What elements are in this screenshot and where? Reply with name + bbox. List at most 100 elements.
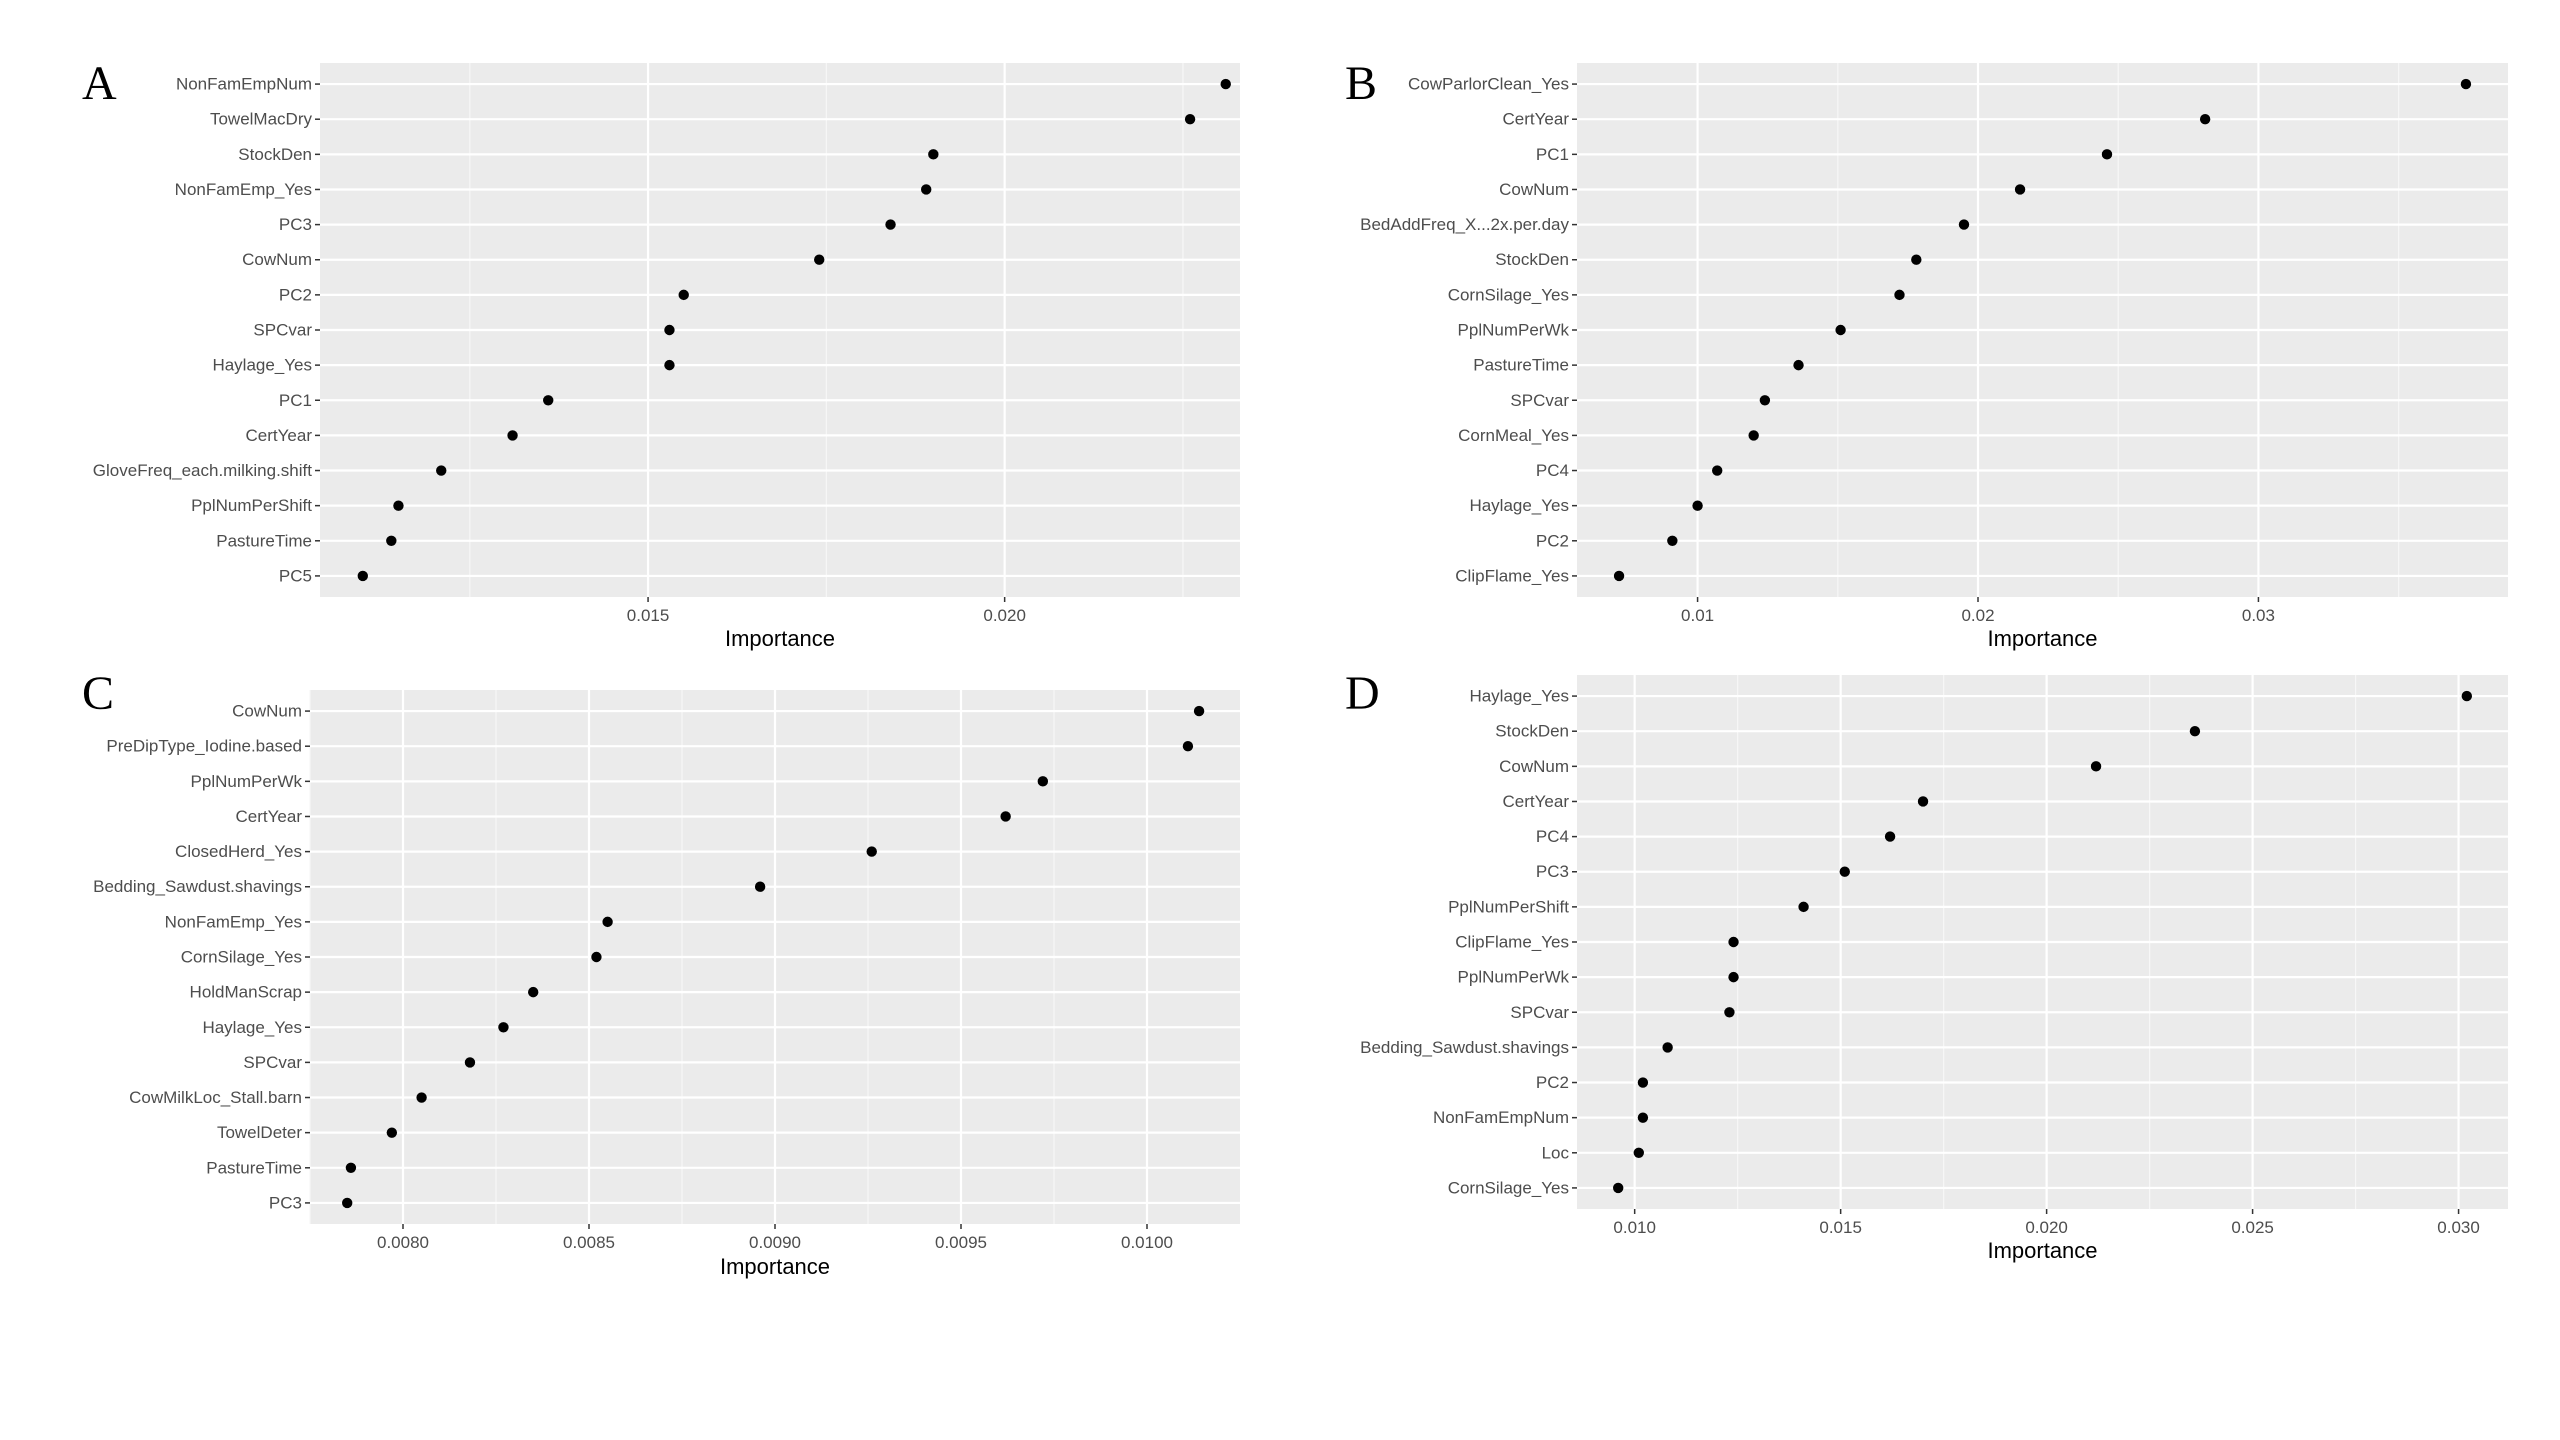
data-point: [1724, 1007, 1735, 1018]
y-tick-label: NonFamEmp_Yes: [175, 180, 312, 199]
y-tick-label: ClipFlame_Yes: [1455, 933, 1569, 952]
panel-label-d: D: [1345, 667, 1380, 720]
y-tick-label: CornSilage_Yes: [181, 948, 302, 967]
data-point: [345, 1162, 357, 1173]
y-tick-label: GloveFreq_each.milking.shift: [93, 461, 312, 480]
x-tick-label: 0.0080: [377, 1233, 429, 1252]
data-point: [1759, 395, 1771, 406]
x-tick-label: 0.0085: [563, 1233, 615, 1252]
y-tick-label: ClosedHerd_Yes: [175, 842, 302, 861]
y-tick-label: StockDen: [1495, 250, 1569, 269]
y-tick-label: PplNumPerWk: [1458, 968, 1570, 987]
y-tick-label: PplNumPerWk: [191, 772, 303, 791]
x-tick-label: 0.020: [983, 606, 1026, 625]
data-point: [928, 149, 939, 160]
y-tick-label: CowNum: [1499, 180, 1569, 199]
y-tick-label: PastureTime: [206, 1158, 302, 1177]
x-tick-label: 0.0095: [935, 1233, 987, 1252]
data-point: [1633, 1147, 1644, 1158]
data-point: [2090, 761, 2102, 772]
y-tick-label: Haylage_Yes: [1469, 687, 1569, 706]
importance-chart-a: NonFamEmpNum TowelMacDry StockDen NonFamEmp…: [93, 63, 1240, 651]
x-tick-label: 0.010: [1613, 1218, 1656, 1237]
y-tick-label: PC2: [1536, 1073, 1569, 1092]
data-point: [386, 535, 397, 546]
y-tick-label: SPCvar: [1510, 1003, 1569, 1022]
y-tick-label: CertYear: [246, 426, 313, 445]
data-point: [754, 881, 766, 892]
data-point: [1728, 936, 1739, 948]
data-point: [416, 1092, 427, 1103]
data-point: [1884, 831, 1896, 842]
data-point: [507, 430, 518, 441]
data-point: [2014, 184, 2026, 195]
y-tick-label: CowParlorClean_Yes: [1408, 75, 1569, 94]
y-tick-label: SPCvar: [243, 1053, 302, 1072]
data-point: [1911, 254, 1922, 265]
y-tick-label: PastureTime: [216, 531, 312, 550]
x-tick-label: 0.020: [2025, 1218, 2068, 1237]
data-point: [921, 184, 932, 195]
data-point: [1894, 289, 1905, 301]
data-point: [2461, 690, 2473, 702]
y-tick-label: NonFamEmp_Yes: [165, 912, 302, 931]
importance-chart-d: Haylage_Yes StockDen CowNum CertYear PC4 PC3 P…: [1360, 675, 2508, 1263]
y-tick-label: CornSilage_Yes: [1448, 1178, 1569, 1197]
y-tick-label: TowelMacDry: [210, 110, 313, 129]
importance-chart-b: CowParlorClean_Yes CertYear PC1 CowNum BedAd…: [1360, 63, 2508, 651]
y-tick-label: StockDen: [1495, 722, 1569, 741]
x-tick-label: 0.030: [2437, 1218, 2480, 1237]
data-point: [1958, 219, 1970, 230]
data-point: [1712, 465, 1723, 476]
data-point: [1612, 1182, 1624, 1194]
data-point: [664, 359, 675, 371]
x-tick-label: 0.01: [1681, 606, 1714, 625]
x-axis-title: Importance: [725, 626, 835, 651]
y-tick-label: CowNum: [242, 250, 312, 269]
y-tick-label: Haylage_Yes: [202, 1018, 302, 1037]
data-point: [528, 986, 539, 998]
x-tick-label: 0.02: [1961, 606, 1994, 625]
y-tick-label: Bedding_Sawdust.shavings: [1360, 1038, 1569, 1057]
data-point: [591, 951, 602, 963]
data-point: [1637, 1112, 1649, 1123]
y-tick-label: Loc: [1542, 1143, 1570, 1162]
y-tick-label: PC4: [1536, 461, 1569, 480]
y-tick-label: HoldManScrap: [190, 983, 302, 1002]
x-tick-label: 0.03: [2242, 606, 2275, 625]
y-tick-label: Haylage_Yes: [212, 356, 312, 375]
data-point: [1692, 500, 1703, 511]
data-point: [393, 500, 404, 511]
panel-label-c: C: [82, 667, 115, 720]
y-tick-label: PC4: [1536, 827, 1569, 846]
data-point: [602, 916, 613, 928]
y-tick-label: ClipFlame_Yes: [1455, 566, 1569, 585]
y-tick-label: BedAddFreq_X...2x.per.day: [1360, 215, 1569, 234]
data-point: [1000, 811, 1011, 822]
data-point: [342, 1197, 353, 1209]
x-tick-label: 0.025: [2231, 1218, 2274, 1237]
data-point: [1662, 1042, 1673, 1053]
data-point: [543, 395, 554, 406]
y-tick-label: CowNum: [232, 702, 302, 721]
data-point: [386, 1127, 398, 1138]
data-point: [664, 324, 675, 336]
data-point: [814, 254, 825, 265]
y-tick-label: PplNumPerWk: [1458, 321, 1570, 340]
data-point: [1839, 866, 1850, 877]
y-tick-label: PC3: [279, 215, 312, 234]
data-point: [885, 219, 896, 230]
y-tick-label: PC1: [1536, 145, 1569, 164]
y-tick-label: SPCvar: [253, 321, 312, 340]
y-tick-label: StockDen: [238, 145, 312, 164]
data-point: [1220, 78, 1231, 90]
y-tick-label: CornMeal_Yes: [1458, 426, 1569, 445]
y-tick-label: PC2: [279, 285, 312, 304]
x-tick-label: 0.015: [1819, 1218, 1862, 1237]
y-tick-label: PplNumPerShift: [1448, 897, 1569, 916]
data-point: [1637, 1077, 1649, 1088]
panel-label-a: A: [82, 57, 117, 110]
data-point: [1613, 570, 1625, 582]
x-axis-title: Importance: [1987, 1238, 2097, 1263]
data-point: [1037, 776, 1049, 787]
